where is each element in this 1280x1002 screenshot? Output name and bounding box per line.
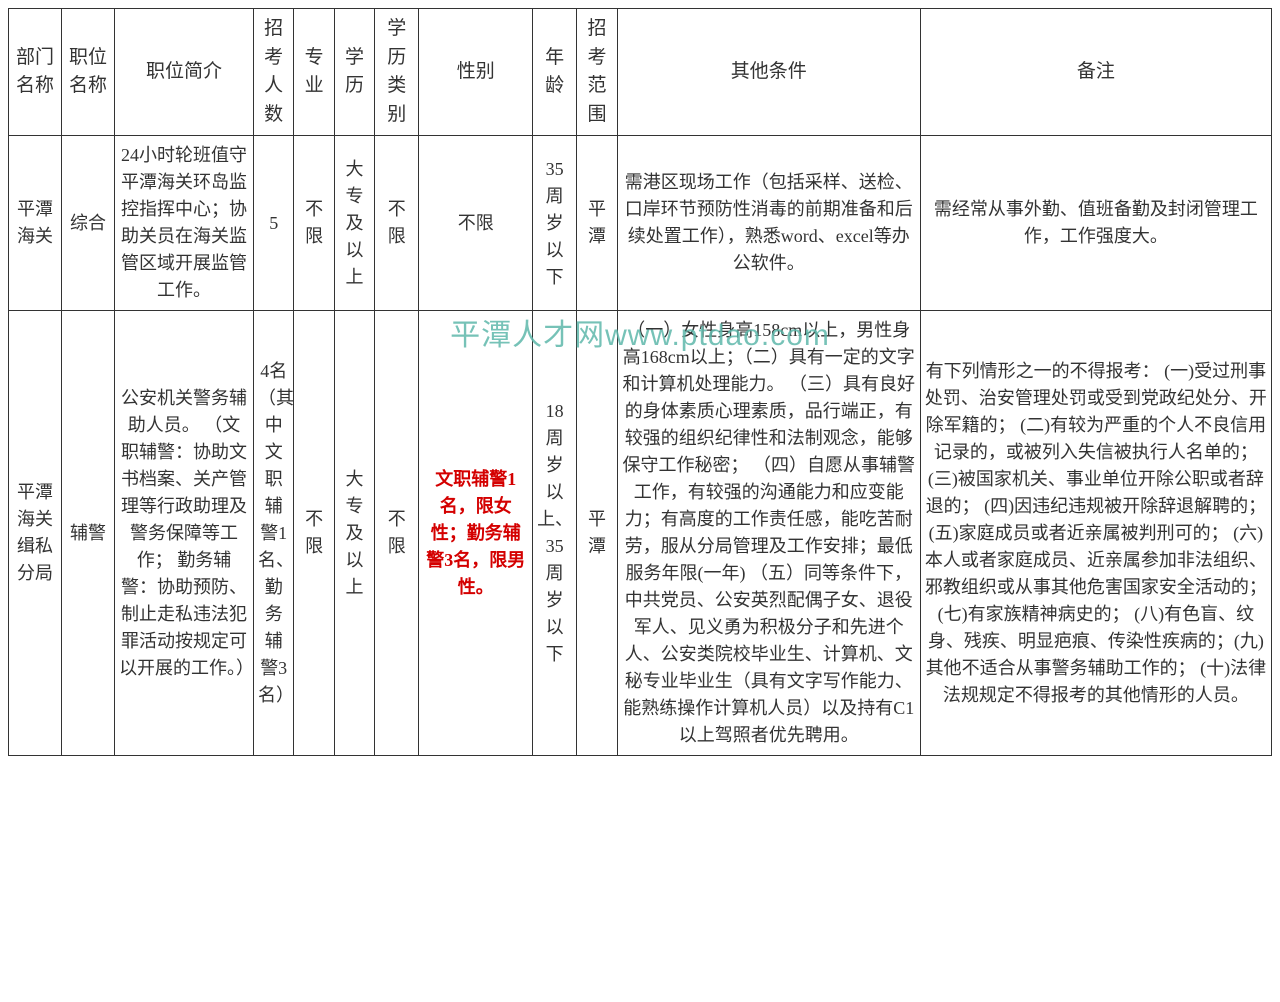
header-remark: 备注 — [920, 9, 1271, 136]
cell-major: 不限 — [294, 311, 334, 756]
cell-dept: 平潭海关 — [9, 136, 62, 311]
cell-edutype: 不限 — [375, 311, 419, 756]
cell-scope: 平潭 — [577, 311, 617, 756]
cell-dept: 平潭海关缉私分局 — [9, 311, 62, 756]
cell-gender: 文职辅警1名，限女性；勤务辅警3名，限男性。 — [419, 311, 533, 756]
table-row: 平潭海关综合24小时轮班值守平潭海关环岛监控指挥中心；协助关员在海关监管区域开展… — [9, 136, 1272, 311]
header-age: 年龄 — [533, 9, 577, 136]
cell-edu: 大专及以上 — [334, 136, 374, 311]
cell-age: 18周岁以上、35周岁以下 — [533, 311, 577, 756]
cell-count: 5 — [253, 136, 293, 311]
cell-other: 需港区现场工作（包括采样、送检、口岸环节预防性消毒的前期准备和后续处置工作），熟… — [617, 136, 920, 311]
cell-remark: 有下列情形之一的不得报考： (一)受过刑事处罚、治安管理处罚或受到党政纪处分、开… — [920, 311, 1271, 756]
cell-position: 辅警 — [62, 311, 115, 756]
header-position: 职位名称 — [62, 9, 115, 136]
header-other: 其他条件 — [617, 9, 920, 136]
cell-major: 不限 — [294, 136, 334, 311]
cell-other: （一）女性身高158cm以上，男性身高168cm以上；（二）具有一定的文字和计算… — [617, 311, 920, 756]
header-edu: 学历 — [334, 9, 374, 136]
recruitment-table: 部门名称 职位名称 职位简介 招考人数 专业 学历 学历类别 性别 年龄 招考范… — [8, 8, 1272, 756]
header-gender: 性别 — [419, 9, 533, 136]
header-intro: 职位简介 — [115, 9, 254, 136]
table-body: 平潭海关综合24小时轮班值守平潭海关环岛监控指挥中心；协助关员在海关监管区域开展… — [9, 136, 1272, 756]
cell-age: 35周岁以下 — [533, 136, 577, 311]
header-row: 部门名称 职位名称 职位简介 招考人数 专业 学历 学历类别 性别 年龄 招考范… — [9, 9, 1272, 136]
cell-scope: 平潭 — [577, 136, 617, 311]
cell-edu: 大专及以上 — [334, 311, 374, 756]
cell-intro: 公安机关警务辅助人员。 （文职辅警：协助文书档案、关产管理等行政助理及警务保障等… — [115, 311, 254, 756]
header-dept: 部门名称 — [9, 9, 62, 136]
header-count: 招考人数 — [253, 9, 293, 136]
cell-edutype: 不限 — [375, 136, 419, 311]
header-edutype: 学历类别 — [375, 9, 419, 136]
cell-intro: 24小时轮班值守平潭海关环岛监控指挥中心；协助关员在海关监管区域开展监管工作。 — [115, 136, 254, 311]
table-row: 平潭海关缉私分局辅警公安机关警务辅助人员。 （文职辅警：协助文书档案、关产管理等… — [9, 311, 1272, 756]
header-major: 专业 — [294, 9, 334, 136]
header-scope: 招考范围 — [577, 9, 617, 136]
cell-position: 综合 — [62, 136, 115, 311]
cell-remark: 需经常从事外勤、值班备勤及封闭管理工作，工作强度大。 — [920, 136, 1271, 311]
cell-gender: 不限 — [419, 136, 533, 311]
cell-count: 4名（其中文职辅警1名、勤务辅警3名） — [253, 311, 293, 756]
